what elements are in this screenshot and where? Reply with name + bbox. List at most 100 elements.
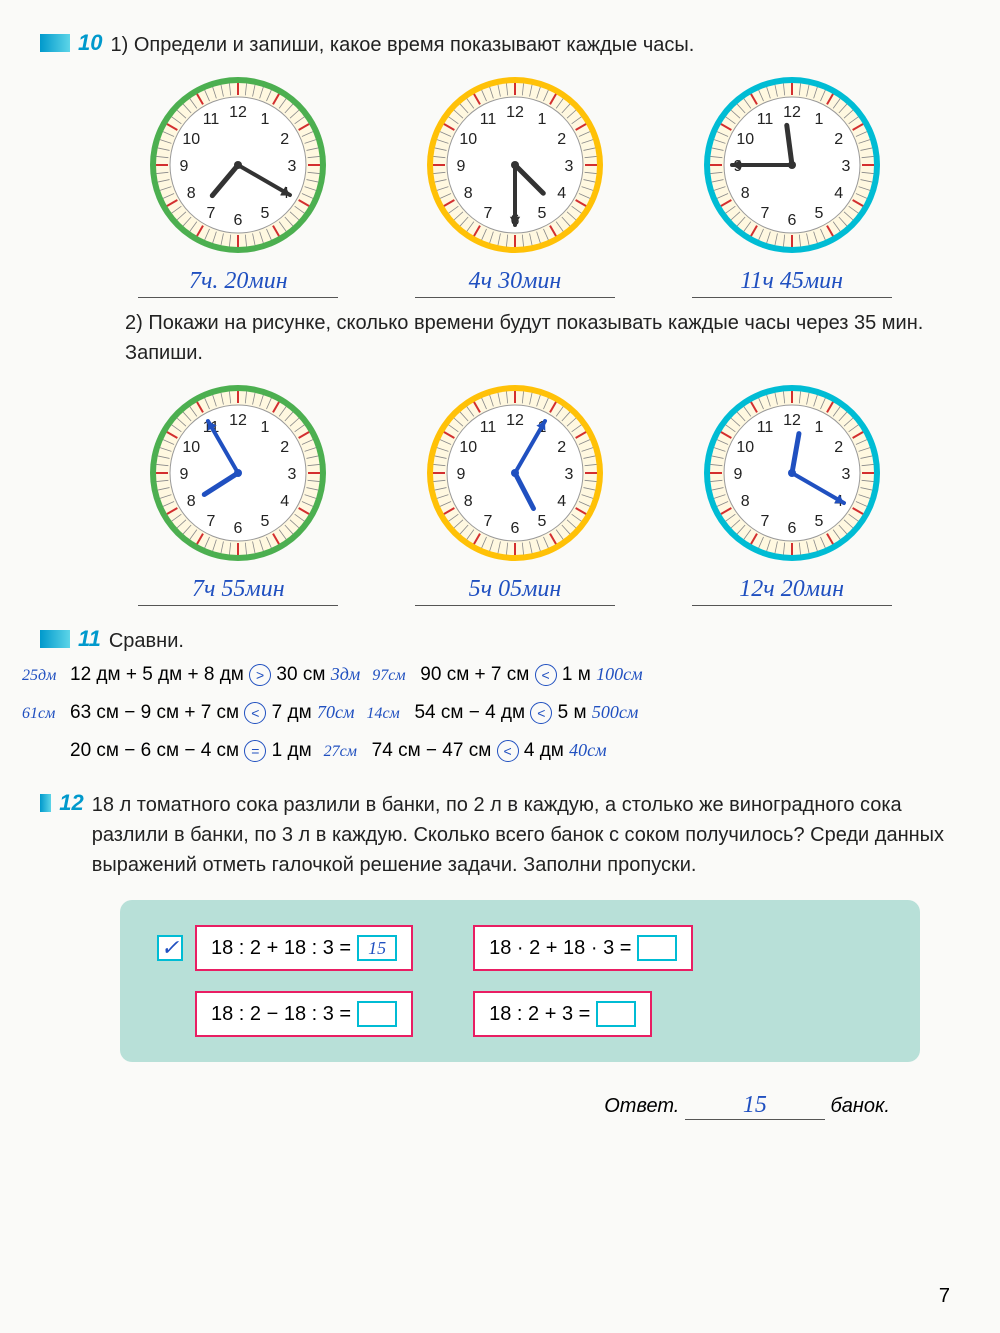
compare-cell: 20 см − 6 см − 4 см = 1 дм: [70, 732, 312, 770]
svg-text:5: 5: [538, 205, 547, 222]
svg-text:7: 7: [760, 205, 769, 222]
handwritten-note: 70см: [317, 702, 354, 722]
part-label: 1): [110, 34, 128, 56]
expression-box: 18 : 2 − 18 : 3 =: [195, 991, 413, 1037]
svg-text:5: 5: [814, 513, 823, 530]
svg-text:2: 2: [557, 439, 566, 456]
compare-expression: 63 см − 9 см + 7 см: [70, 702, 239, 723]
svg-text:8: 8: [187, 493, 196, 510]
exercise-part2: 2) Покажи на рисунке, сколько времени бу…: [125, 308, 950, 368]
exercise-marker: [40, 630, 70, 648]
svg-text:3: 3: [288, 466, 297, 483]
svg-text:11: 11: [203, 111, 220, 128]
svg-text:3: 3: [288, 158, 297, 175]
exercise-text: 18 л томатного сока разлили в банки, по …: [92, 790, 950, 880]
answer-label: Ответ.: [604, 1095, 679, 1117]
compare-expression: 12 дм + 5 дм + 8 дм: [70, 664, 244, 685]
expression-text: 18 · 2 + 18 · 3 =: [489, 937, 631, 960]
svg-text:8: 8: [740, 493, 749, 510]
clock-face: 123456789101112: [702, 75, 882, 260]
svg-text:10: 10: [183, 131, 201, 148]
answer-unit: банок.: [830, 1095, 890, 1117]
svg-text:10: 10: [459, 439, 477, 456]
svg-text:3: 3: [565, 466, 574, 483]
svg-text:9: 9: [457, 158, 466, 175]
compare-cell: 27см 74 см − 47 см < 4 дм 40см: [372, 732, 607, 770]
svg-text:6: 6: [234, 520, 243, 537]
svg-text:6: 6: [787, 212, 796, 229]
svg-text:7: 7: [207, 513, 216, 530]
svg-text:11: 11: [756, 419, 773, 436]
svg-text:2: 2: [834, 439, 843, 456]
compare-row: 61см 63 см − 9 см + 7 см < 7 дм 70см 14см…: [70, 694, 950, 732]
exercise-marker: [40, 34, 70, 52]
handwritten-note: 14см: [366, 698, 399, 730]
compare-right: 1 м: [562, 664, 591, 685]
result-box: 15: [357, 935, 397, 961]
clock: 123456789101112 7ч. 20мин: [138, 75, 338, 298]
exercise-text: 1) Определи и запиши, какое время показы…: [110, 30, 694, 60]
compare-sign: <: [497, 740, 519, 762]
compare-cell: 25дм 12 дм + 5 дм + 8 дм > 30 см 3дм: [70, 656, 360, 694]
svg-text:1: 1: [261, 111, 270, 128]
svg-text:8: 8: [740, 185, 749, 202]
svg-text:2: 2: [834, 131, 843, 148]
clocks-row-2: 123456789101112 7ч 55мин123456789101112 …: [100, 383, 930, 606]
handwritten-note: 100см: [596, 664, 642, 684]
svg-text:11: 11: [480, 419, 497, 436]
svg-text:5: 5: [538, 513, 547, 530]
handwritten-note: 40см: [569, 740, 606, 760]
compare-sign: <: [535, 664, 557, 686]
compare-expression: 54 см − 4 дм: [414, 702, 525, 723]
svg-text:8: 8: [464, 185, 473, 202]
part-label: 2): [125, 312, 143, 334]
exercise-11: 11 Сравни. 25дм 12 дм + 5 дм + 8 дм > 30…: [40, 626, 950, 770]
svg-text:7: 7: [484, 513, 493, 530]
compare-sign: =: [244, 740, 266, 762]
svg-text:10: 10: [736, 439, 754, 456]
svg-text:3: 3: [565, 158, 574, 175]
compare-sign: <: [530, 702, 552, 724]
exercise-12: 12 18 л томатного сока разлили в банки, …: [40, 790, 950, 1120]
check-box[interactable]: ✓: [157, 935, 183, 961]
clock-answer: 4ч 30мин: [415, 268, 615, 298]
svg-text:7: 7: [484, 205, 493, 222]
svg-text:10: 10: [459, 131, 477, 148]
exercise-number: 11: [78, 626, 101, 652]
checkmark: ✓: [161, 935, 179, 961]
svg-text:7: 7: [207, 205, 216, 222]
clock-answer: 12ч 20мин: [692, 576, 892, 606]
clocks-row-1: 123456789101112 7ч. 20мин123456789101112…: [100, 75, 930, 298]
clock: 123456789101112 11ч 45мин: [692, 75, 892, 298]
result-box: [357, 1001, 397, 1027]
page-number: 7: [939, 1285, 950, 1308]
handwritten-note: 27см: [324, 736, 357, 768]
part-text: Покажи на рисунке, сколько времени будут…: [125, 312, 923, 364]
expression-area: ✓ 18 : 2 + 18 : 3 = 15 18 · 2 + 18 · 3 =…: [120, 900, 920, 1062]
svg-text:4: 4: [557, 185, 566, 202]
svg-text:4: 4: [834, 185, 843, 202]
compare-grid: 25дм 12 дм + 5 дм + 8 дм > 30 см 3дм 97см…: [70, 656, 950, 770]
svg-text:5: 5: [814, 205, 823, 222]
clock: 123456789101112 4ч 30мин: [415, 75, 615, 298]
handwritten-note: 97см: [372, 660, 405, 692]
clock-face: 123456789101112: [425, 75, 605, 260]
svg-text:2: 2: [557, 131, 566, 148]
exercise-number: 10: [78, 30, 102, 56]
compare-cell: 61см 63 см − 9 см + 7 см < 7 дм 70см: [70, 694, 354, 732]
clock: 123456789101112 7ч 55мин: [138, 383, 338, 606]
handwritten-note: 500см: [592, 702, 638, 722]
svg-text:2: 2: [281, 439, 290, 456]
compare-cell: 97см 90 см + 7 см < 1 м 100см: [420, 656, 642, 694]
exercise-10: 10 1) Определи и запиши, какое время пок…: [40, 30, 950, 606]
exercise-marker: [40, 794, 51, 812]
svg-text:9: 9: [180, 158, 189, 175]
compare-expression: 74 см − 47 см: [372, 740, 492, 761]
svg-text:1: 1: [814, 419, 823, 436]
svg-text:12: 12: [229, 104, 247, 121]
svg-text:5: 5: [261, 513, 270, 530]
svg-text:10: 10: [183, 439, 201, 456]
svg-text:9: 9: [180, 466, 189, 483]
svg-text:1: 1: [538, 111, 547, 128]
svg-text:6: 6: [511, 520, 520, 537]
